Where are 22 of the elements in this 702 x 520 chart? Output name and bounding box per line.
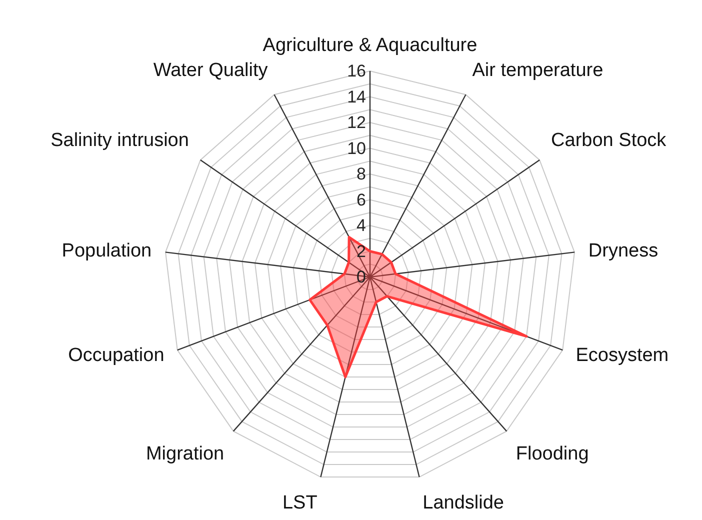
y-tick-label: 2: [356, 242, 366, 261]
spoke-label: Carbon Stock: [551, 130, 667, 152]
y-tick-label: 4: [356, 216, 366, 235]
y-tick-label: 8: [356, 164, 366, 184]
spoke-label: Air temperature: [472, 60, 604, 82]
spoke-label: Agriculture & Aquaculture: [262, 35, 478, 56]
spoke-label: Ecosystem: [576, 345, 669, 366]
y-tick-label: 14: [347, 87, 366, 106]
spoke-label: LST: [282, 492, 318, 514]
spoke-label: Flooding: [516, 444, 589, 465]
y-tick-label: 0: [356, 268, 366, 286]
y-tick-label: 12: [347, 113, 366, 132]
spoke-label: Occupation: [68, 345, 164, 366]
y-tick-label: 16: [347, 62, 366, 80]
spoke-label: Dryness: [588, 240, 658, 262]
spoke-label: Salinity intrusion: [50, 130, 189, 152]
spoke-label: Population: [62, 240, 152, 262]
spoke-label: Landslide: [422, 492, 504, 514]
y-tick-label: 6: [356, 190, 366, 210]
spoke-label: Water Quality: [153, 60, 268, 82]
spoke-label: Migration: [146, 444, 224, 465]
y-tick-label: 10: [347, 138, 366, 158]
